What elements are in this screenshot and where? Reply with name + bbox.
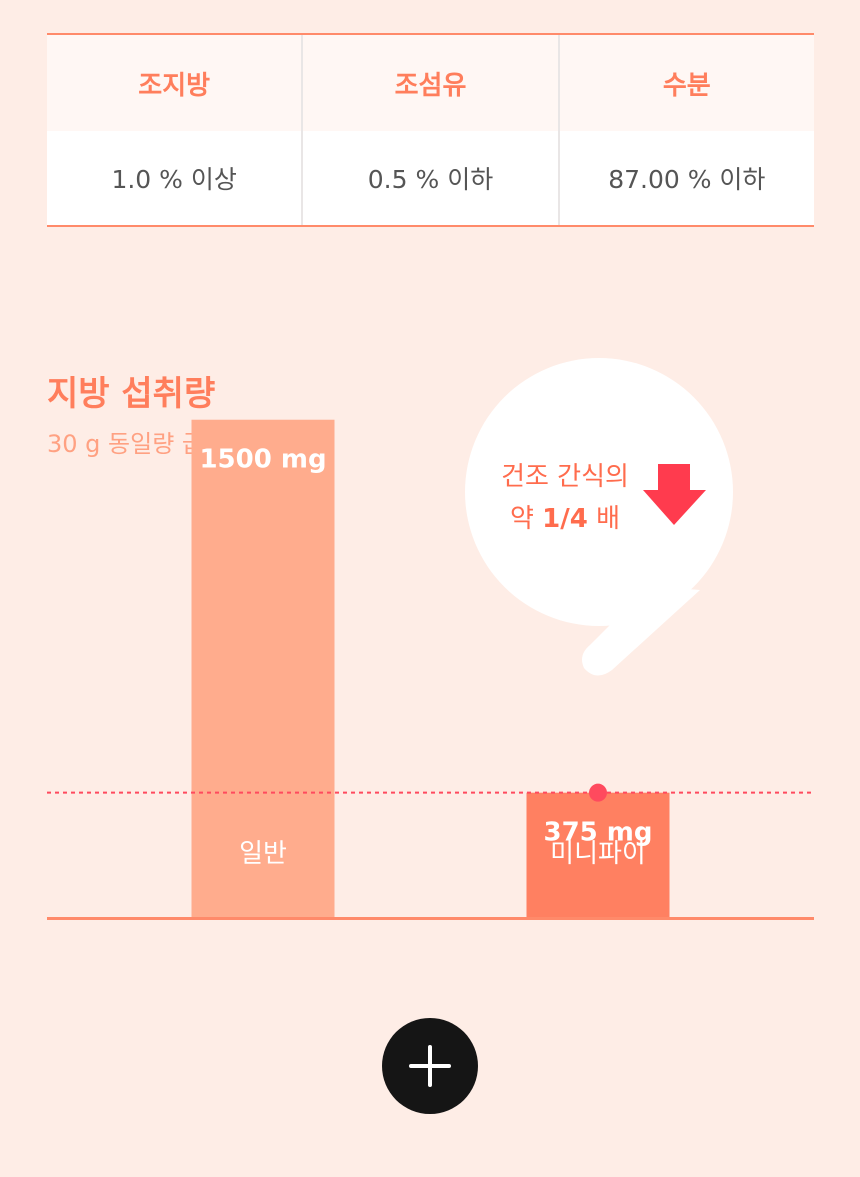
nutrition-header: 조지방 — [47, 35, 302, 131]
bar-value-label: 375 mg — [543, 818, 652, 848]
expand-button[interactable] — [382, 1018, 478, 1114]
bar-value-label: 1500 mg — [199, 445, 326, 475]
nutrition-value: 1.0 % 이상 — [47, 131, 302, 225]
callout-text: 건조 간식의 약 1/4 배 — [480, 456, 650, 540]
callout-line-1: 건조 간식의 — [501, 462, 629, 492]
callout-bubble — [465, 358, 733, 676]
category-label: 미니파이 — [550, 839, 646, 869]
bar-general — [191, 419, 335, 917]
nutrition-header: 조섬유 — [303, 35, 558, 131]
nutrition-header: 수분 — [559, 35, 814, 131]
nutrition-value: 87.00 % 이하 — [559, 131, 814, 225]
chart-title: 지방 섭취량 — [47, 374, 216, 414]
down-arrow-icon — [643, 464, 706, 525]
callout-prefix: 약 — [509, 504, 543, 534]
category-label: 일반 — [239, 839, 287, 869]
nutrition-column-fat: 조지방 1.0 % 이상 — [47, 35, 304, 225]
callout-ratio: 1/4 — [542, 504, 588, 534]
nutrition-value: 0.5 % 이하 — [303, 131, 558, 225]
nutrition-table: 조지방 1.0 % 이상 조섬유 0.5 % 이하 수분 87.00 % 이하 — [47, 33, 814, 227]
nutrition-column-moisture: 수분 87.00 % 이하 — [559, 35, 814, 225]
callout-suffix: 배 — [587, 504, 621, 534]
callout-line-2: 약 1/4 배 — [480, 498, 650, 540]
plus-icon-vertical — [428, 1045, 432, 1087]
reference-marker — [589, 783, 607, 802]
bar-minipie — [526, 792, 670, 917]
nutrition-column-fiber: 조섬유 0.5 % 이하 — [303, 35, 560, 225]
